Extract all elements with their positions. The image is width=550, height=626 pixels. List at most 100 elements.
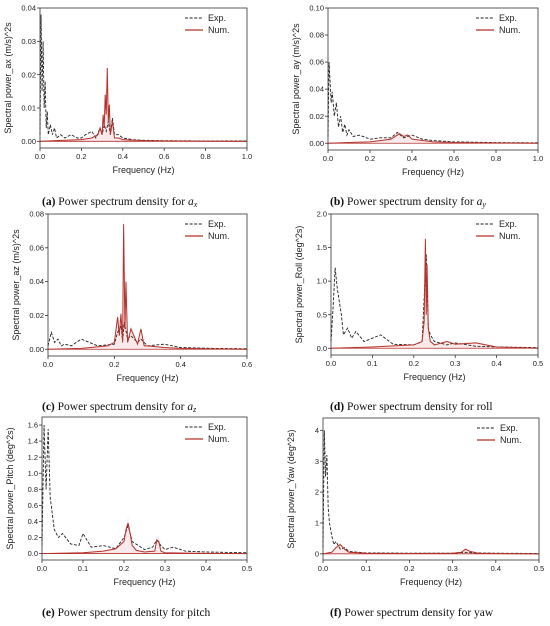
y-tick-label: 0.02 [309,112,324,121]
exp-series-line [327,62,539,144]
y-tick-label: 0.04 [309,85,324,94]
y-tick-label: 0.01 [21,104,36,113]
x-tick-label: 0.8 [491,154,501,163]
y-tick-label: 0.00 [29,345,44,354]
y-axis-title: Spectral power_Pitch (deg^2s) [5,427,15,549]
x-tick-label: 0.4 [491,359,501,368]
y-axis-title: Spectral power_ay (m/s)^2s [291,23,301,135]
x-tick-label: 0.1 [78,564,88,573]
x-tick-label: 0.4 [201,564,211,573]
legend-num-label: Num. [500,435,522,445]
x-tick-label: 0.4 [491,564,501,573]
y-tick-label: 0.04 [29,277,44,286]
plot-frame [330,213,539,356]
x-tick-label: 0.0 [323,154,333,163]
plot-frame [47,213,248,357]
y-tick-label: 1.6 [28,421,38,430]
x-tick-label: 0.1 [367,359,377,368]
legend-exp-label: Exp. [500,423,518,433]
panel-caption: (c) Power spectrum density for az [42,401,197,414]
chart-panel-1: 0.0 0.2 0.4 0.6 0.8 1.0 0.00 0.01 0.02 0.03 0.04 Fr… [3,4,252,209]
num-series-line [330,238,539,349]
y-tick-label: 0.02 [21,70,36,79]
y-tick-label: 0.03 [21,37,36,46]
x-tick-label: 0.2 [119,564,129,573]
plot-frame [327,7,539,151]
panel-caption: (f) Power spectrum density for yaw [330,607,494,619]
y-tick-label: 0 [315,549,319,558]
x-axis-title: Frequency (Hz) [400,577,462,587]
y-tick-label: 1.2 [28,453,38,462]
x-tick-label: 0.6 [159,152,169,161]
y-tick-label: 0.0 [28,549,38,558]
y-tick-label: 1.5 [317,243,327,252]
x-tick-label: 1.0 [242,152,252,161]
chart-panel-4: 0.0 0.1 0.2 0.3 0.4 0.5 0.0 0.5 1.0 1.5 2.0 Frequen… [294,210,543,413]
legend-exp-label: Exp. [499,13,517,23]
y-tick-label: 1.0 [28,469,38,478]
legend-num-label: Num. [208,434,230,444]
y-tick-label: 0.04 [21,4,36,13]
x-tick-label: 1.0 [533,154,543,163]
y-axis-title: Spectral power_Roll (deg^2s) [294,226,304,344]
x-tick-label: 0.4 [175,360,185,369]
x-axis-title: Frequency (Hz) [402,167,464,177]
x-tick-label: 0.2 [109,360,119,369]
num-shade [323,542,539,554]
x-tick-label: 0.4 [407,154,417,163]
y-axis-title: Spectral power_az (m/s)^2s [11,229,21,341]
legend-exp-label: Exp. [499,219,517,229]
y-axis-title: Spectral power_ax (m/s)^2s [3,22,13,134]
num-series-line [39,67,248,142]
exp-series-line [47,322,248,350]
x-tick-label: 0.1 [361,564,371,573]
x-tick-label: 0.2 [365,154,375,163]
num-shade [40,53,247,142]
exp-series-line [322,430,540,554]
x-tick-label: 0.5 [242,564,252,573]
x-tick-label: 0.3 [450,359,460,368]
x-tick-label: 0.8 [200,152,210,161]
chart-panel-6: 0.0 0.1 0.2 0.3 0.4 0.5 0 1 2 3 4 Frequency (Hz) Spe… [286,417,544,619]
x-tick-label: 0.2 [76,152,86,161]
y-axis-title: Spectral power_Yaw (deg^2s) [286,429,296,548]
x-tick-label: 0.0 [43,360,53,369]
num-series-line [41,522,248,555]
y-tick-label: 3 [315,457,319,466]
x-tick-label: 0.6 [242,360,252,369]
y-tick-label: 0.10 [309,4,324,13]
legend-num-label: Num. [499,25,521,35]
y-tick-label: 1.4 [28,437,38,446]
x-tick-label: 0.6 [449,154,459,163]
x-tick-label: 0.5 [533,359,543,368]
x-axis-title: Frequency (Hz) [113,577,175,587]
x-tick-label: 0.3 [447,564,457,573]
y-tick-label: 0.6 [28,501,38,510]
x-tick-label: 0.2 [404,564,414,573]
panel-caption: (e) Power spectrum density for pitch [42,607,211,619]
y-tick-label: 0.00 [309,139,324,148]
y-tick-label: 0.08 [29,210,44,219]
y-tick-label: 0.00 [21,137,36,146]
num-shade [42,516,247,554]
x-tick-label: 0.4 [118,152,128,161]
legend-exp-label: Exp. [208,219,226,229]
x-tick-label: 0.0 [326,359,336,368]
y-tick-label: 1 [315,519,319,528]
chart-panel-2: 0.0 0.2 0.4 0.6 0.8 1.0 0.00 0.02 0.04 0.06 0.08 0.… [291,4,543,209]
exp-series-line [330,254,539,349]
num-series-line [322,543,540,555]
y-tick-label: 4 [315,426,319,435]
legend-exp-label: Exp. [208,13,226,23]
x-axis-title: Frequency (Hz) [112,165,174,175]
panel-caption: (d) Power spectrum density for roll [330,401,493,413]
panel-caption: (a) Power spectrum density for ax [42,196,198,209]
x-axis-title: Frequency (Hz) [403,372,465,382]
x-axis-title: Frequency (Hz) [116,373,178,383]
y-tick-label: 1.0 [317,277,327,286]
x-tick-label: 0.0 [37,564,47,573]
y-tick-label: 0.8 [28,485,38,494]
plot-frame [322,417,540,561]
plot-frame [39,7,248,149]
num-series-line [47,224,248,350]
